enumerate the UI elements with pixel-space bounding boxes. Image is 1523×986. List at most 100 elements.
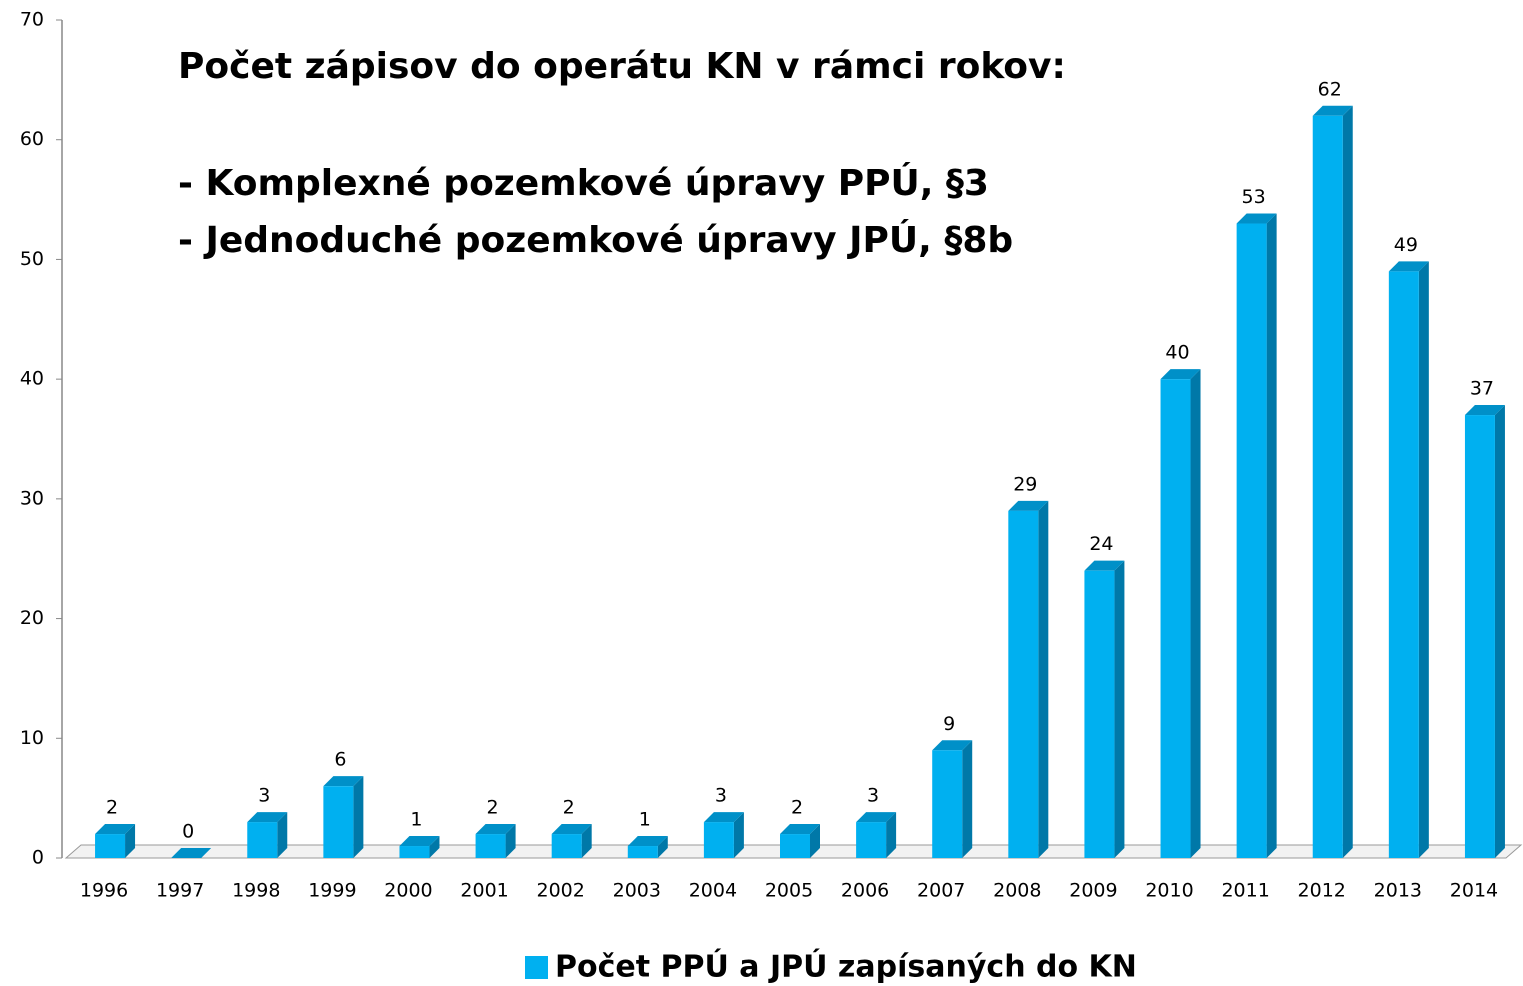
bar-front xyxy=(627,846,658,858)
bar-side xyxy=(657,836,668,858)
y-tick-label: 60 xyxy=(20,128,44,150)
bar-front xyxy=(551,834,582,858)
data-label: 0 xyxy=(182,821,194,843)
x-tick-label: 2014 xyxy=(1450,880,1498,902)
x-tick-label: 2001 xyxy=(460,880,508,902)
bar-top xyxy=(475,824,516,835)
y-tick-label: 0 xyxy=(32,847,44,869)
bar-top xyxy=(399,836,440,847)
bar-top xyxy=(1084,560,1125,571)
bar-front xyxy=(932,750,963,858)
x-tick-label: 1998 xyxy=(232,880,280,902)
x-tick-label: 2012 xyxy=(1298,880,1346,902)
bar-front xyxy=(780,834,810,858)
data-label: 2 xyxy=(487,797,499,819)
bar-front xyxy=(1236,223,1267,858)
bar-top xyxy=(95,824,136,835)
bar-top xyxy=(1464,405,1505,416)
bar-front xyxy=(95,834,126,858)
bar xyxy=(171,848,212,858)
bar-top xyxy=(856,812,897,823)
bar-side xyxy=(429,836,440,858)
bar xyxy=(780,824,820,858)
data-label: 62 xyxy=(1318,78,1342,100)
bar xyxy=(1312,105,1353,859)
x-tick-label: 2002 xyxy=(537,880,585,902)
bar xyxy=(1160,369,1201,858)
bar-top xyxy=(171,848,212,858)
bar-side xyxy=(277,812,288,858)
bar-front xyxy=(1312,115,1343,859)
bar-top xyxy=(627,836,668,847)
data-label: 40 xyxy=(1165,342,1189,364)
bar-front xyxy=(247,822,278,858)
x-tick-label: 2010 xyxy=(1145,880,1193,902)
bar xyxy=(247,812,288,858)
bar-top xyxy=(1008,500,1049,511)
x-tick-label: 2008 xyxy=(993,880,1041,902)
bar xyxy=(1464,405,1505,858)
bar-side xyxy=(1190,369,1201,858)
bar-top xyxy=(1236,213,1277,224)
annotation: - Jednoduché pozemkové úpravy JPÚ, §8b xyxy=(178,219,1013,261)
data-label: 53 xyxy=(1242,186,1266,208)
x-tick-label: 2006 xyxy=(841,880,889,902)
bar-top xyxy=(780,824,820,835)
bar-front xyxy=(1160,379,1191,858)
bar xyxy=(1388,261,1429,858)
bar-side xyxy=(353,776,364,858)
bar-side xyxy=(1494,405,1505,858)
bar-front xyxy=(1464,415,1495,858)
bar xyxy=(856,812,897,858)
bar-front xyxy=(1388,271,1419,858)
data-label: 29 xyxy=(1013,473,1037,495)
data-label: 2 xyxy=(791,797,803,819)
y-tick-label: 50 xyxy=(20,248,44,270)
annotation: Počet zápisov do operátu KN v rámci roko… xyxy=(178,46,1066,87)
x-tick-label: 2013 xyxy=(1374,880,1422,902)
bar-side xyxy=(1038,500,1049,858)
data-label: 24 xyxy=(1089,533,1113,555)
bar xyxy=(932,740,973,858)
bar-side xyxy=(125,824,136,858)
bar-side xyxy=(581,824,592,858)
bar xyxy=(551,824,592,858)
bar-top xyxy=(1160,369,1201,380)
y-tick-label: 40 xyxy=(20,368,44,390)
bar-side xyxy=(733,812,744,858)
bar-front xyxy=(399,846,430,858)
x-tick-label: 2000 xyxy=(384,880,432,902)
bar xyxy=(1236,213,1277,858)
data-label: 2 xyxy=(106,797,118,819)
bar-front xyxy=(323,786,354,858)
bar-front xyxy=(856,822,887,858)
bar-top xyxy=(932,740,973,751)
x-tick-label: 1996 xyxy=(80,880,128,902)
x-tick-label: 1999 xyxy=(308,880,356,902)
bar-front xyxy=(475,834,506,858)
data-label: 2 xyxy=(563,797,575,819)
bar xyxy=(399,836,440,858)
bar xyxy=(627,836,668,858)
annotation: - Komplexné pozemkové úpravy PPÚ, §3 xyxy=(178,162,989,204)
data-label: 1 xyxy=(410,809,422,831)
x-tick-label: 1997 xyxy=(156,880,204,902)
bar-top xyxy=(551,824,592,835)
bar-top xyxy=(1312,105,1353,116)
x-tick-label: 2004 xyxy=(689,880,737,902)
data-label: 3 xyxy=(715,785,727,807)
bar-side xyxy=(810,824,820,858)
y-tick-label: 30 xyxy=(20,487,44,509)
bar-top xyxy=(703,812,744,823)
x-tick-label: 2005 xyxy=(765,880,813,902)
bar-side xyxy=(962,740,973,858)
x-tick-label: 2003 xyxy=(613,880,661,902)
data-label: 3 xyxy=(258,785,270,807)
data-label: 6 xyxy=(334,749,346,771)
data-label: 37 xyxy=(1470,378,1494,400)
legend-label: Počet PPÚ a JPÚ zapísaných do KN xyxy=(555,948,1137,985)
data-label: 3 xyxy=(867,785,879,807)
x-tick-label: 2011 xyxy=(1221,880,1269,902)
bar-top xyxy=(247,812,288,823)
